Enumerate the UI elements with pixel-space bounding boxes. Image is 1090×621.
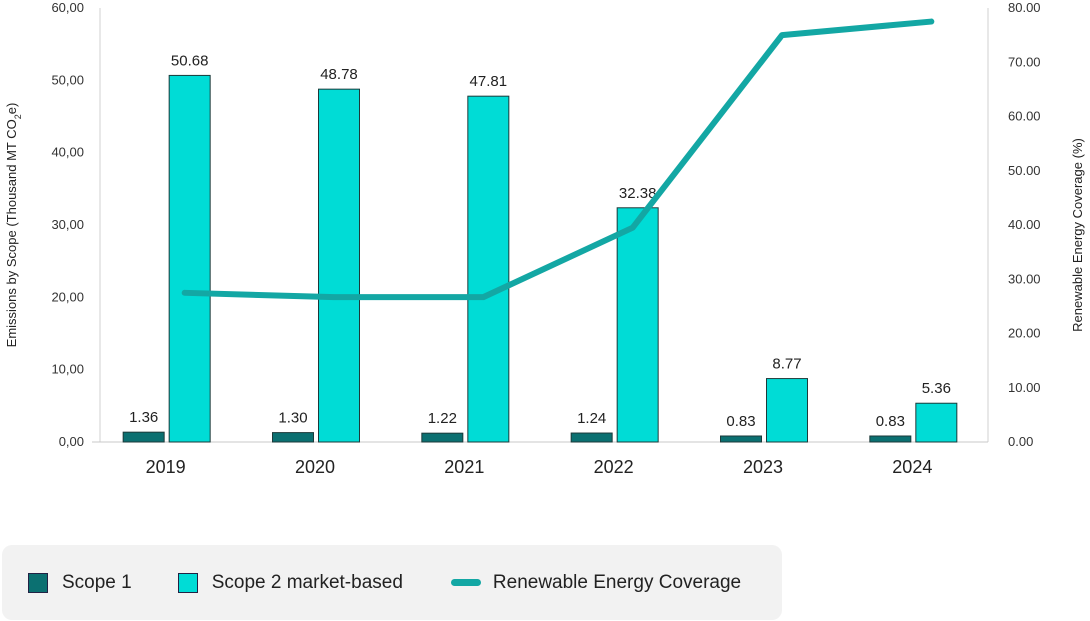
y-right-tick-label: 70.00 bbox=[1008, 54, 1041, 69]
emissions-chart: 0,00 10,00 20,00 30,00 40,00 50,00 60,00 0.00 10… bbox=[4, 0, 1085, 477]
bar-scope2 bbox=[318, 88, 360, 443]
data-label-scope1: 1.24 bbox=[577, 410, 606, 427]
data-label-scope1: 0.83 bbox=[726, 413, 755, 430]
renewable-coverage-line bbox=[181, 18, 935, 301]
y-right-tick-label: 30.00 bbox=[1008, 271, 1041, 286]
y-right-tick-label: 50.00 bbox=[1008, 163, 1041, 178]
x-tick-label: 2019 bbox=[146, 457, 186, 477]
y-right-axis-title: Renewable Energy Coverage (%) bbox=[1070, 138, 1085, 332]
y-right-tick-label: 20.00 bbox=[1008, 326, 1041, 341]
y-left-tick-label: 10,00 bbox=[51, 362, 84, 377]
x-tick-label: 2021 bbox=[444, 457, 484, 477]
y-right-tick-label: 40.00 bbox=[1008, 217, 1041, 232]
x-tick-label: 2024 bbox=[892, 457, 932, 477]
chart-legend: Scope 1 Scope 2 market-based Renewable E… bbox=[2, 545, 782, 620]
data-label-scope1: 1.22 bbox=[428, 410, 457, 427]
bar-scope2 bbox=[616, 207, 659, 443]
legend-swatch-scope2 bbox=[177, 572, 198, 593]
legend-swatch-scope1 bbox=[28, 572, 48, 593]
data-label-scope2: 48.78 bbox=[320, 66, 358, 83]
legend-swatch-renewable bbox=[450, 579, 481, 586]
y-right-tick-label: 10.00 bbox=[1008, 380, 1041, 395]
y-left-tick-label: 20,00 bbox=[51, 289, 84, 304]
legend-label-renewable: Renewable Energy Coverage bbox=[492, 571, 742, 593]
data-label-scope1: 0.83 bbox=[876, 413, 905, 430]
bar-scope2 bbox=[467, 95, 510, 443]
y-left-tick-label: 40,00 bbox=[51, 145, 84, 160]
y-right-tick-label: 60.00 bbox=[1008, 109, 1041, 124]
legend-label-scope2: Scope 2 market-based bbox=[211, 571, 403, 593]
data-label-scope2: 50.68 bbox=[171, 52, 209, 69]
y-left-tick-label: 50,00 bbox=[51, 72, 84, 87]
bar-scope1 bbox=[122, 431, 165, 443]
y-left-tick-label: 30,00 bbox=[51, 217, 84, 232]
data-label-scope1: 1.30 bbox=[278, 410, 307, 427]
data-label-scope1: 1.36 bbox=[129, 409, 158, 426]
bar-scope1 bbox=[272, 432, 314, 443]
data-label-scope2: 5.36 bbox=[922, 380, 951, 397]
bar-scope1 bbox=[869, 435, 912, 443]
bar-scope1 bbox=[421, 432, 464, 443]
y-left-tick-label: 60,00 bbox=[51, 0, 84, 15]
y-left-tick-label: 0,00 bbox=[59, 434, 84, 449]
data-label-scope2: 32.38 bbox=[619, 185, 657, 202]
data-label-scope2: 47.81 bbox=[470, 73, 508, 90]
bar-scope1 bbox=[570, 432, 613, 443]
legend-label-scope1: Scope 1 bbox=[62, 571, 132, 593]
bar-scope2 bbox=[766, 378, 808, 443]
y-right-tick-label: 0.00 bbox=[1008, 434, 1033, 449]
y-right-tick-label: 80.00 bbox=[1008, 0, 1041, 15]
legend-item-renewable: Renewable Energy Coverage bbox=[450, 571, 742, 594]
legend-item-scope1: Scope 1 bbox=[28, 572, 132, 594]
legend-item-scope2: Scope 2 market-based bbox=[177, 571, 403, 594]
x-tick-label: 2020 bbox=[295, 457, 335, 477]
y-left-axis-title: Emissions by Scope (Thousand MT CO2e) bbox=[4, 103, 23, 348]
data-label-scope2: 8.77 bbox=[772, 356, 801, 373]
x-tick-label: 2023 bbox=[743, 457, 783, 477]
x-tick-label: 2022 bbox=[594, 457, 634, 477]
bar-scope1 bbox=[720, 435, 762, 443]
bar-scope2 bbox=[168, 74, 211, 443]
bar-scope2 bbox=[915, 402, 958, 443]
